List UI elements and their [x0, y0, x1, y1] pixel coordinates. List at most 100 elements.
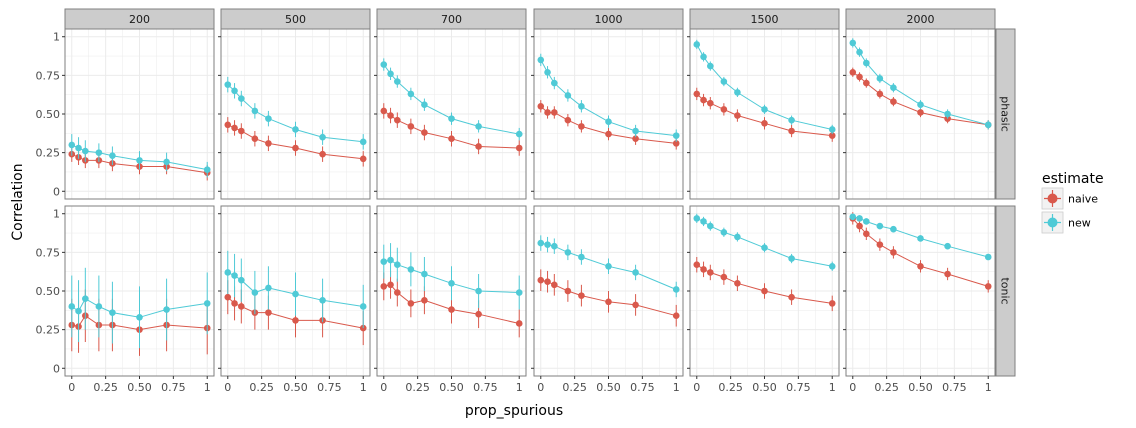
data-point-new	[917, 235, 924, 242]
data-point-new	[109, 309, 116, 316]
data-point-naive	[693, 261, 701, 269]
data-point-naive	[380, 107, 388, 115]
data-point-naive	[578, 123, 585, 130]
y-tick-label: 0	[53, 362, 60, 375]
data-point-new	[448, 279, 455, 287]
data-point-naive	[944, 270, 951, 278]
data-point-naive	[551, 281, 558, 289]
x-tick-label: 0.25	[874, 381, 899, 394]
data-point-new	[720, 228, 728, 236]
data-point-new	[251, 107, 259, 115]
data-point-new	[292, 290, 299, 298]
data-point-naive	[707, 99, 714, 107]
x-tick-label: 0	[380, 381, 387, 394]
data-point-new	[707, 222, 714, 230]
y-tick-label: 0.75	[36, 69, 61, 82]
x-tick-label: 0.75	[786, 381, 811, 394]
data-point-new	[265, 284, 272, 292]
data-point-new	[203, 300, 211, 307]
data-point-new	[672, 286, 680, 293]
data-point-naive	[231, 124, 238, 132]
data-point-new	[551, 79, 558, 87]
panel-phasic-1000	[537, 53, 680, 150]
data-point-new	[605, 262, 612, 270]
x-tick-label: 0.50	[596, 381, 621, 394]
data-point-new	[876, 222, 884, 230]
data-point-new	[944, 110, 951, 118]
data-point-new	[68, 141, 76, 149]
data-point-new	[578, 253, 585, 261]
data-point-naive	[292, 317, 299, 324]
data-point-new	[380, 258, 388, 265]
data-point-new	[203, 166, 211, 173]
x-tick-label: 0.50	[127, 381, 152, 394]
y-tick-label: 0.50	[36, 285, 61, 298]
data-point-naive	[551, 109, 558, 116]
data-point-new	[82, 147, 89, 155]
data-point-new	[475, 287, 482, 295]
row-strip	[995, 28, 1016, 200]
x-tick-label: 0.50	[439, 381, 464, 394]
data-point-naive	[734, 279, 741, 287]
data-point-naive	[515, 320, 523, 327]
x-tick-label: 1	[829, 381, 836, 394]
data-point-new	[292, 126, 299, 133]
data-point-new	[632, 269, 639, 276]
data-point-new	[75, 307, 82, 315]
y-tick-label: 1	[53, 208, 60, 221]
data-point-new	[605, 118, 612, 126]
x-tick-label: 0.50	[283, 381, 308, 394]
x-tick-label: 0	[693, 381, 700, 394]
data-point-new	[224, 269, 232, 276]
legend-title: estimate	[1042, 171, 1104, 187]
data-point-naive	[828, 132, 836, 139]
data-point-naive	[876, 241, 884, 248]
data-point-naive	[564, 287, 572, 295]
data-point-new	[944, 242, 951, 250]
data-point-new	[564, 249, 572, 256]
data-point-new	[578, 102, 585, 110]
x-tick-label: 1	[985, 381, 992, 394]
data-point-new	[863, 218, 870, 225]
data-point-new	[672, 132, 680, 139]
data-point-naive	[319, 150, 326, 158]
data-point-new	[734, 89, 741, 96]
data-point-new	[407, 90, 415, 98]
data-point-new	[95, 303, 103, 310]
data-point-new	[720, 78, 728, 85]
y-tick-label: 0.25	[36, 324, 61, 337]
data-point-naive	[537, 102, 545, 110]
data-point-naive	[387, 281, 394, 289]
data-point-naive	[849, 68, 857, 76]
data-point-naive	[720, 106, 728, 113]
row-strip-label: tonic	[999, 277, 1012, 304]
data-point-new	[319, 296, 326, 304]
data-point-new	[564, 92, 572, 99]
data-point-new	[515, 130, 523, 138]
x-tick-label: 0	[849, 381, 856, 394]
data-point-naive	[672, 312, 680, 320]
data-point-naive	[407, 300, 415, 307]
x-tick-label: 0.75	[161, 381, 186, 394]
legend-label-naive: naive	[1068, 193, 1098, 206]
col-strip	[220, 8, 371, 30]
col-strip	[689, 8, 840, 30]
data-point-new	[863, 59, 870, 67]
data-point-new	[448, 115, 455, 122]
data-point-new	[475, 123, 482, 130]
data-point-naive	[876, 90, 884, 98]
data-point-naive	[292, 144, 299, 152]
x-tick-label: 1	[673, 381, 680, 394]
data-point-naive	[359, 155, 367, 163]
x-tick-label: 0.25	[405, 381, 430, 394]
x-tick-label: 0	[224, 381, 231, 394]
data-point-new	[537, 56, 545, 64]
panel-tonic-200	[68, 267, 211, 356]
col-strip-label: 2000	[907, 13, 935, 26]
data-point-naive	[700, 266, 707, 273]
data-point-naive	[475, 143, 482, 150]
legend-key-point	[1047, 217, 1058, 228]
data-point-new	[380, 61, 388, 68]
data-point-naive	[632, 301, 639, 309]
data-point-new	[421, 270, 428, 278]
